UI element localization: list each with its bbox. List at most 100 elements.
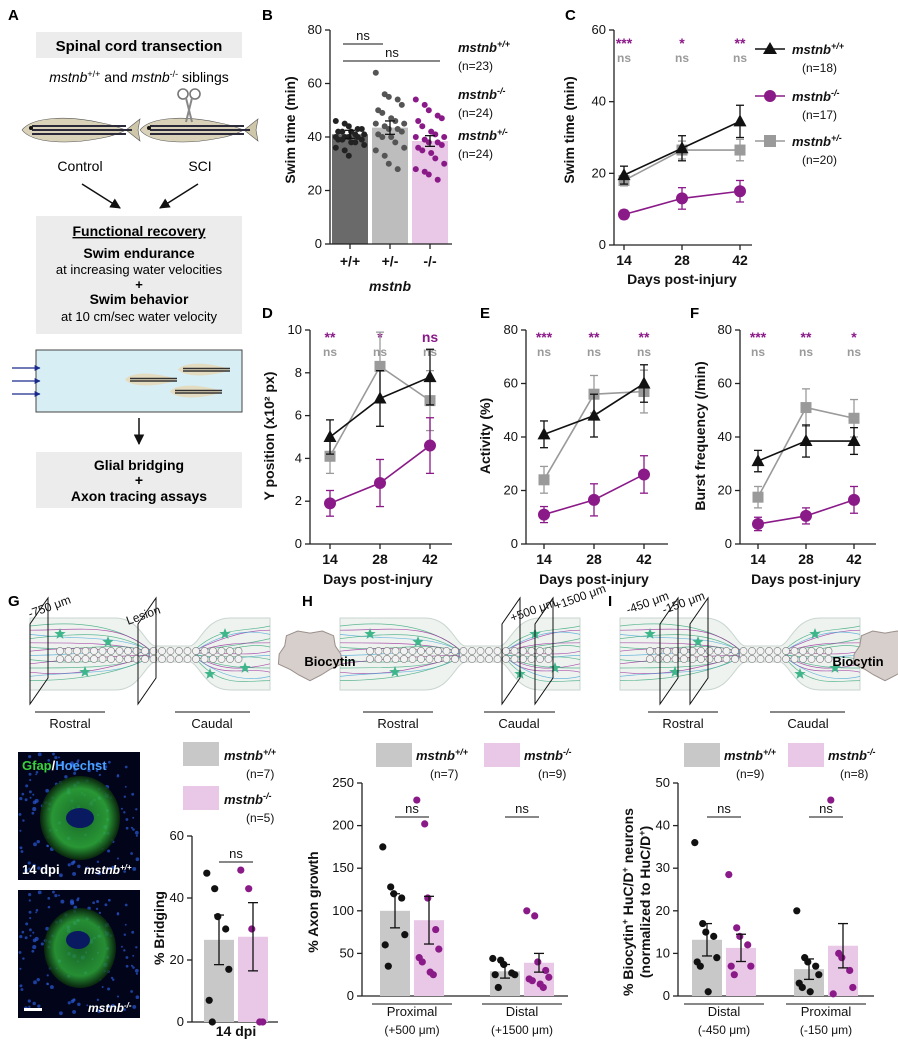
hoechst-nucleus [32, 807, 37, 812]
glial-cell [451, 655, 459, 663]
panel-i-legend-ko: mstnb-/- [828, 747, 876, 763]
glial-cell [183, 647, 192, 655]
glial-cell [98, 655, 107, 663]
glial-cell [175, 647, 183, 655]
glial-cell [234, 655, 243, 663]
hoechst-nucleus [135, 808, 138, 811]
hoechst-nucleus [29, 796, 32, 799]
panel-i-point-ko [747, 962, 755, 970]
glial-cell [748, 647, 756, 655]
panel-h-y-tick-label: 50 [340, 945, 354, 960]
panel-h-point-ko [432, 925, 440, 934]
hoechst-nucleus [107, 987, 111, 991]
panel-i-ylabel-2: (normalized to HuC/D+) [637, 826, 653, 978]
panel-g-xlabel: 14 dpi [216, 1023, 256, 1039]
panel-c-point-wt [733, 114, 747, 127]
glial-cell [124, 655, 132, 663]
hoechst-nucleus [134, 830, 139, 835]
axon-fiber [619, 634, 741, 652]
glial-cell [115, 647, 124, 655]
panel-i-point-wt [798, 983, 806, 992]
glial-cell [434, 655, 442, 663]
panel-h-y-tick-label: 0 [347, 988, 354, 1003]
hoechst-nucleus [59, 1011, 63, 1016]
hoechst-nucleus [19, 797, 23, 801]
panel-g-point-wt [222, 925, 230, 933]
hoechst-nucleus [123, 811, 126, 814]
panel-g-marker-lesion: Lesion [124, 603, 162, 628]
panel-e-y-tick-label: 40 [504, 429, 518, 444]
panel-g-point-ko [237, 866, 245, 874]
panel-c-sig-ko: ** [735, 35, 746, 51]
panel-f-ylabel: Burst frequency (/min) [692, 361, 708, 510]
hoechst-nucleus [72, 1009, 77, 1014]
glial-cell [383, 647, 391, 655]
hoechst-nucleus [19, 984, 23, 988]
glial-cell [158, 655, 166, 663]
panel-d-y-tick-label: 4 [295, 450, 302, 465]
glial-cell [434, 647, 442, 655]
panel-i-group2: Proximal [801, 1004, 852, 1019]
glial-cell [739, 647, 748, 655]
glial-cell [366, 647, 374, 655]
hoechst-nucleus [19, 967, 22, 970]
panel-i-y-tick-label: 20 [656, 903, 670, 918]
hoechst-nucleus [98, 773, 102, 777]
axon-fiber [339, 628, 461, 651]
panel-e-point-ko [538, 508, 550, 521]
hoechst-nucleus [130, 964, 134, 967]
panel-d-y-tick-label: 10 [288, 322, 302, 337]
panel-i-ylabel-1: % Biocytin+ HuC/D+ neurons [620, 808, 636, 996]
glial-cell [527, 655, 536, 663]
panel-d-point-het [374, 360, 386, 372]
panel-f-sig-het: ns [799, 345, 813, 359]
panel-i-y-tick-label: 30 [656, 860, 670, 875]
axon-fiber [339, 634, 461, 652]
hoechst-nucleus [132, 828, 135, 831]
axon-fiber [194, 629, 271, 651]
behavior-detail-text: at 10 cm/sec water velocity [61, 309, 218, 324]
panel-i-point-wt [696, 962, 704, 970]
panel-b-point [401, 144, 408, 151]
panel-i-group1-sub: (-450 μm) [698, 1023, 750, 1037]
panel-h-legend-ko-n: (n=9) [538, 767, 566, 781]
glial-cell [714, 655, 722, 663]
panel-h-group2-sub: (+1500 μm) [491, 1023, 553, 1037]
panel-f-x-tick-label: 28 [798, 551, 814, 567]
panel-f-chart: Burst frequency (/min) Days post-injury … [692, 322, 876, 587]
panel-c-y-tick-label: 20 [592, 165, 606, 180]
transection-title: Spinal cord transection [56, 38, 223, 55]
legend-ko-marker [764, 90, 776, 102]
hoechst-nucleus [101, 985, 104, 988]
hoechst-nucleus [104, 765, 108, 769]
glial-cell [731, 655, 739, 663]
hoechst-nucleus [36, 977, 40, 982]
panel-letter-d: D [262, 305, 273, 322]
panel-d-y-tick-label: 0 [295, 536, 302, 551]
functional-recovery-box [36, 216, 242, 334]
panel-e-point-wt [637, 376, 651, 389]
hoechst-nucleus [98, 911, 102, 915]
hoechst-nucleus [49, 985, 54, 989]
panel-i-point-ko [849, 983, 857, 992]
glial-cell [663, 647, 671, 655]
panel-h-point-wt [489, 954, 497, 963]
hoechst-nucleus [24, 936, 28, 940]
hoechst-nucleus [46, 982, 49, 986]
panel-i-group2-sub: (-150 μm) [800, 1023, 852, 1037]
panel-c-chart: Swim time (min) Days post-injury mstnb+/… [561, 22, 845, 287]
axon-fiber [504, 629, 581, 651]
neuron-star [549, 662, 561, 673]
hoechst-nucleus [35, 911, 38, 914]
panel-c-y-tick-label: 60 [592, 22, 606, 37]
glial-cell [132, 655, 141, 663]
axon-fiber [29, 634, 151, 652]
legend-het-marker [764, 135, 776, 147]
hoechst-nucleus [27, 999, 31, 1003]
hoechst-nucleus [46, 844, 49, 848]
glial-cell [107, 655, 115, 663]
hoechst-nucleus [134, 968, 139, 973]
hoechst-nucleus [125, 818, 129, 821]
panel-f-sig-ko: *** [750, 329, 767, 345]
panel-i-point-ko [730, 971, 738, 979]
